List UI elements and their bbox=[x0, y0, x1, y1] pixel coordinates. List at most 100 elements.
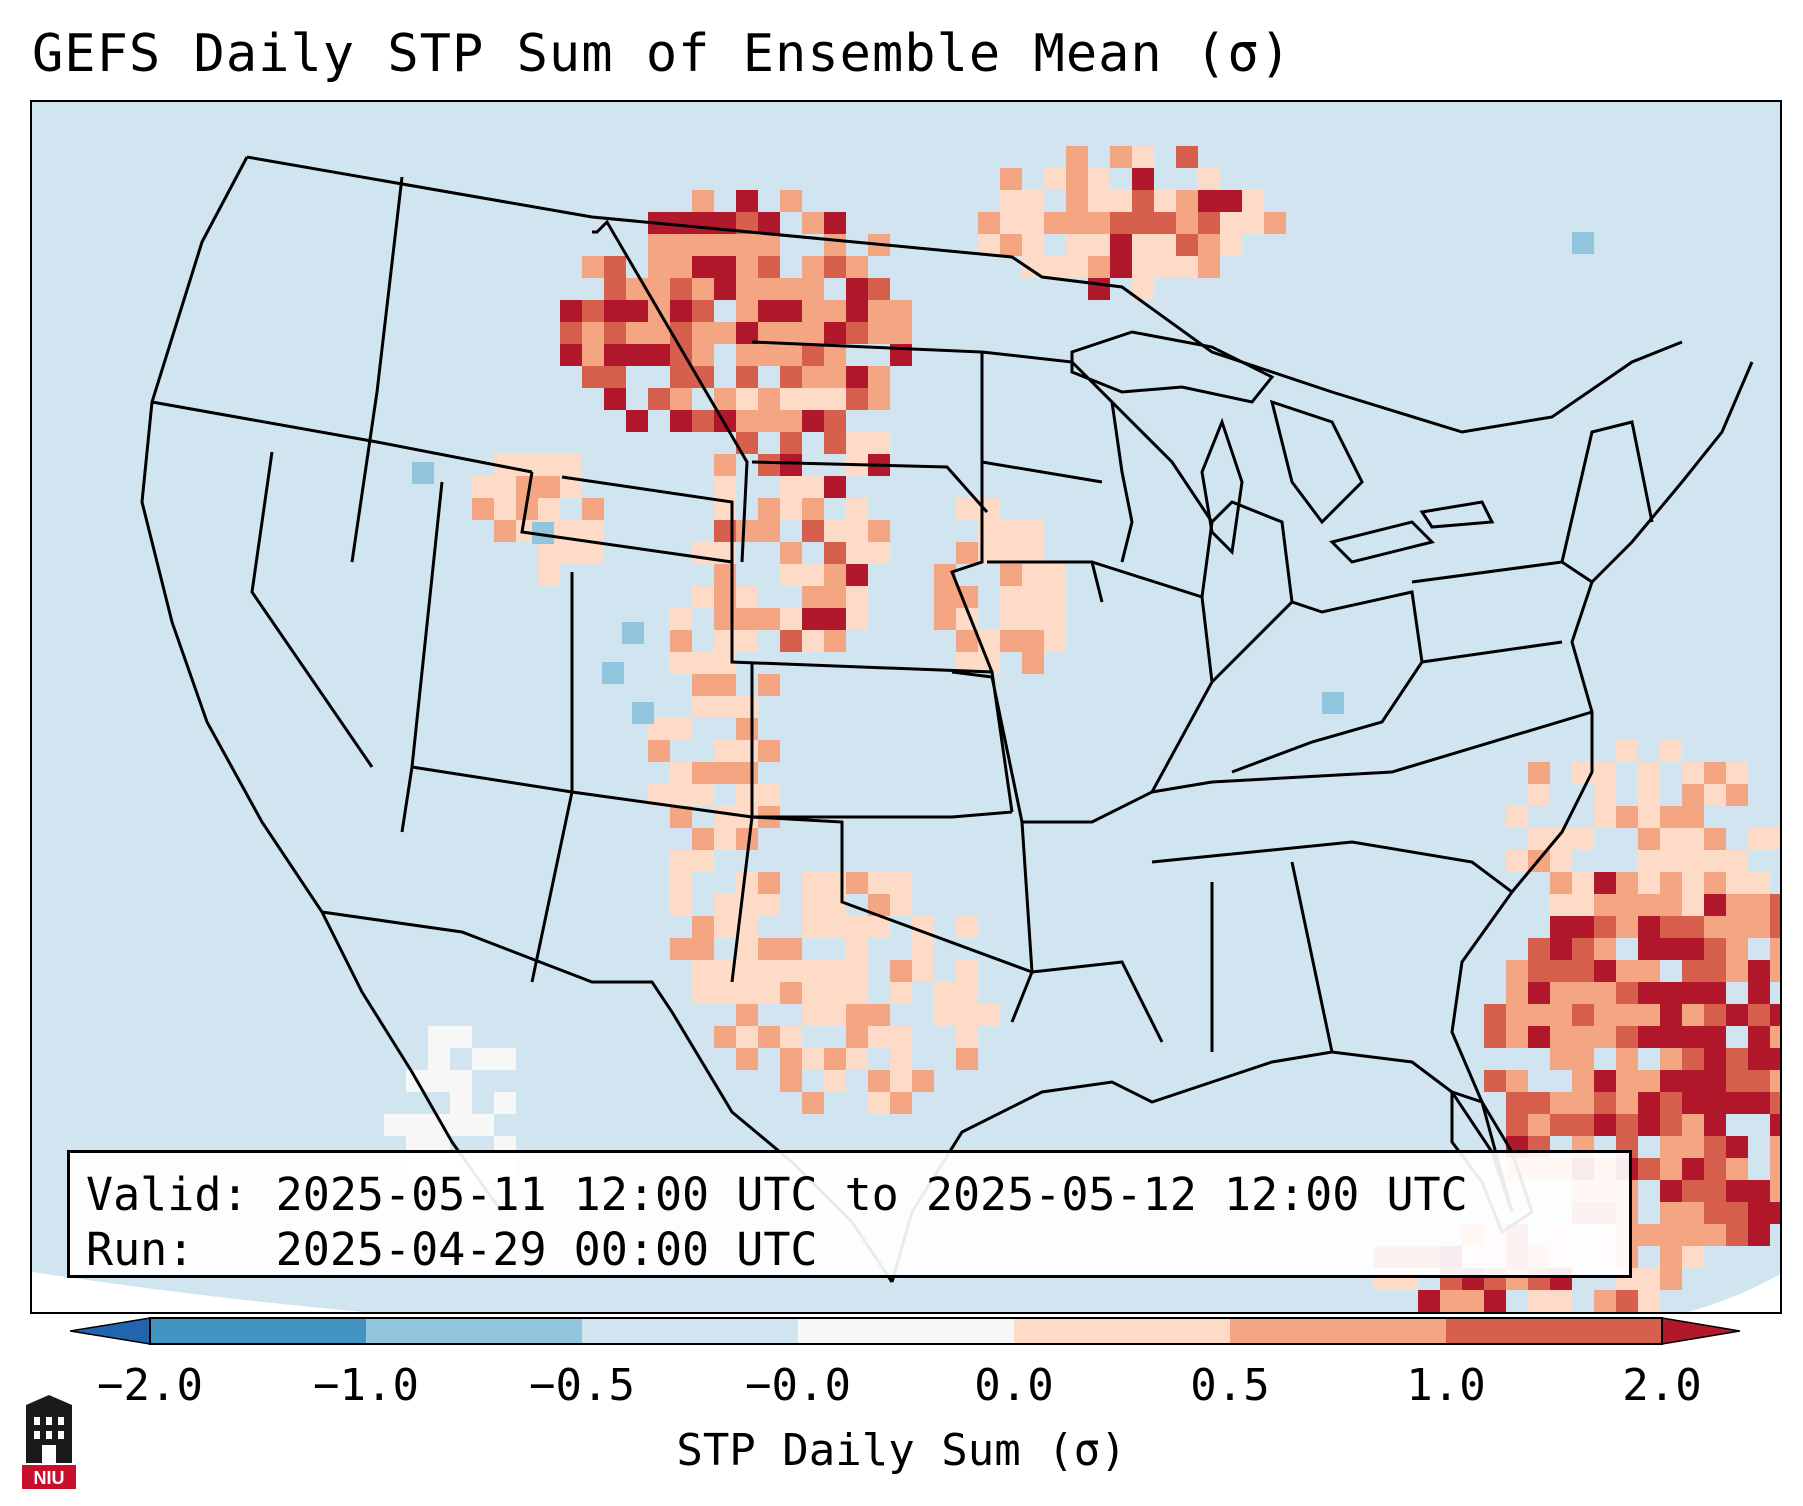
anomaly-cell bbox=[846, 564, 868, 586]
anomaly-cell bbox=[890, 1070, 912, 1092]
anomaly-cell bbox=[1748, 1092, 1770, 1114]
anomaly-cell bbox=[758, 454, 780, 476]
anomaly-cell bbox=[1704, 982, 1726, 1004]
anomaly-cell bbox=[736, 982, 758, 1004]
anomaly-cell bbox=[1198, 212, 1220, 234]
anomaly-cell bbox=[692, 784, 714, 806]
anomaly-cell bbox=[1638, 938, 1660, 960]
anomaly-cell bbox=[1616, 1026, 1638, 1048]
anomaly-cell bbox=[560, 520, 582, 542]
anomaly-cell bbox=[1110, 190, 1132, 212]
colorbar-tick: 2.0 bbox=[1622, 1360, 1702, 1411]
anomaly-cell bbox=[1550, 1048, 1572, 1070]
anomaly-cell bbox=[1682, 1180, 1704, 1202]
anomaly-cell bbox=[670, 872, 692, 894]
anomaly-cell bbox=[670, 410, 692, 432]
anomaly-cell bbox=[714, 674, 736, 696]
anomaly-cell bbox=[1616, 1004, 1638, 1026]
colorbar-segment-5 bbox=[1014, 1318, 1230, 1344]
colorbar-tick: −0.0 bbox=[745, 1360, 851, 1411]
anomaly-cell bbox=[868, 366, 890, 388]
anomaly-cell bbox=[736, 960, 758, 982]
anomaly-cell bbox=[1572, 982, 1594, 1004]
anomaly-cell bbox=[1660, 1224, 1682, 1246]
run-label: Run: bbox=[86, 1223, 195, 1276]
anomaly-cell bbox=[1000, 190, 1022, 212]
anomaly-cell bbox=[1572, 232, 1594, 254]
anomaly-cell bbox=[1682, 1070, 1704, 1092]
anomaly-cell bbox=[1594, 806, 1616, 828]
anomaly-cell bbox=[560, 322, 582, 344]
anomaly-cell bbox=[1638, 1026, 1660, 1048]
anomaly-cell bbox=[1704, 894, 1726, 916]
anomaly-cell bbox=[780, 1048, 802, 1070]
anomaly-cell bbox=[648, 278, 670, 300]
anomaly-cell bbox=[1022, 564, 1044, 586]
run-row: Run: 2025-04-29 00:00 UTC bbox=[86, 1222, 1613, 1277]
anomaly-cell bbox=[1638, 916, 1660, 938]
anomaly-cell bbox=[626, 410, 648, 432]
anomaly-cell bbox=[1682, 1224, 1704, 1246]
anomaly-cell bbox=[1638, 1224, 1660, 1246]
anomaly-cell bbox=[1704, 1158, 1726, 1180]
anomaly-cell bbox=[1660, 1246, 1682, 1268]
anomaly-cell bbox=[670, 850, 692, 872]
anomaly-cell bbox=[1154, 212, 1176, 234]
anomaly-cell bbox=[1528, 938, 1550, 960]
anomaly-cell bbox=[1660, 938, 1682, 960]
anomaly-cell bbox=[1638, 872, 1660, 894]
colorbar-tick: −1.0 bbox=[313, 1360, 419, 1411]
anomaly-cell bbox=[978, 630, 1000, 652]
valid-row: Valid: 2025-05-11 12:00 UTC to 2025-05-1… bbox=[86, 1167, 1613, 1222]
anomaly-cell bbox=[824, 432, 846, 454]
anomaly-cell bbox=[846, 322, 868, 344]
anomaly-cell bbox=[714, 476, 736, 498]
anomaly-cell bbox=[1528, 1290, 1550, 1312]
anomaly-cell bbox=[736, 1004, 758, 1026]
anomaly-cell bbox=[1726, 916, 1748, 938]
anomaly-cell bbox=[604, 256, 626, 278]
lake-superior bbox=[1070, 330, 1275, 404]
anomaly-cell bbox=[604, 344, 626, 366]
anomaly-cell bbox=[824, 520, 846, 542]
anomaly-cell bbox=[1726, 960, 1748, 982]
anomaly-cell bbox=[1528, 1026, 1550, 1048]
anomaly-cell bbox=[846, 960, 868, 982]
anomaly-cell bbox=[1550, 828, 1572, 850]
anomaly-cell bbox=[1132, 278, 1154, 300]
anomaly-cell bbox=[1044, 256, 1066, 278]
anomaly-cell bbox=[1770, 1070, 1780, 1092]
anomaly-cell bbox=[1528, 1004, 1550, 1026]
anomaly-cell bbox=[1528, 784, 1550, 806]
anomaly-cell bbox=[1506, 1092, 1528, 1114]
anomaly-cell bbox=[670, 608, 692, 630]
anomaly-cell bbox=[846, 1026, 868, 1048]
anomaly-cell bbox=[1528, 960, 1550, 982]
anomaly-cell bbox=[1484, 1004, 1506, 1026]
anomaly-cell bbox=[802, 1092, 824, 1114]
anomaly-cell bbox=[846, 586, 868, 608]
anomaly-cell bbox=[1066, 256, 1088, 278]
anomaly-cell bbox=[1022, 608, 1044, 630]
anomaly-cell bbox=[1264, 212, 1286, 234]
anomaly-cell bbox=[1572, 938, 1594, 960]
anomaly-cell bbox=[934, 1004, 956, 1026]
colorbar-tick: 0.5 bbox=[1190, 1360, 1270, 1411]
anomaly-cell bbox=[890, 982, 912, 1004]
anomaly-cell bbox=[868, 432, 890, 454]
anomaly-cell bbox=[1220, 212, 1242, 234]
anomaly-cell bbox=[758, 498, 780, 520]
anomaly-cell bbox=[1726, 784, 1748, 806]
anomaly-cell bbox=[1616, 806, 1638, 828]
anomaly-cell bbox=[1638, 1114, 1660, 1136]
anomaly-cell bbox=[1638, 1004, 1660, 1026]
anomaly-cell bbox=[1594, 938, 1616, 960]
anomaly-cell bbox=[1726, 872, 1748, 894]
anomaly-cell bbox=[824, 542, 846, 564]
anomaly-cell bbox=[1682, 1202, 1704, 1224]
anomaly-cell bbox=[1176, 146, 1198, 168]
anomaly-cell bbox=[538, 498, 560, 520]
anomaly-cell bbox=[714, 1026, 736, 1048]
anomaly-cell bbox=[1704, 1180, 1726, 1202]
anomaly-cell bbox=[604, 278, 626, 300]
